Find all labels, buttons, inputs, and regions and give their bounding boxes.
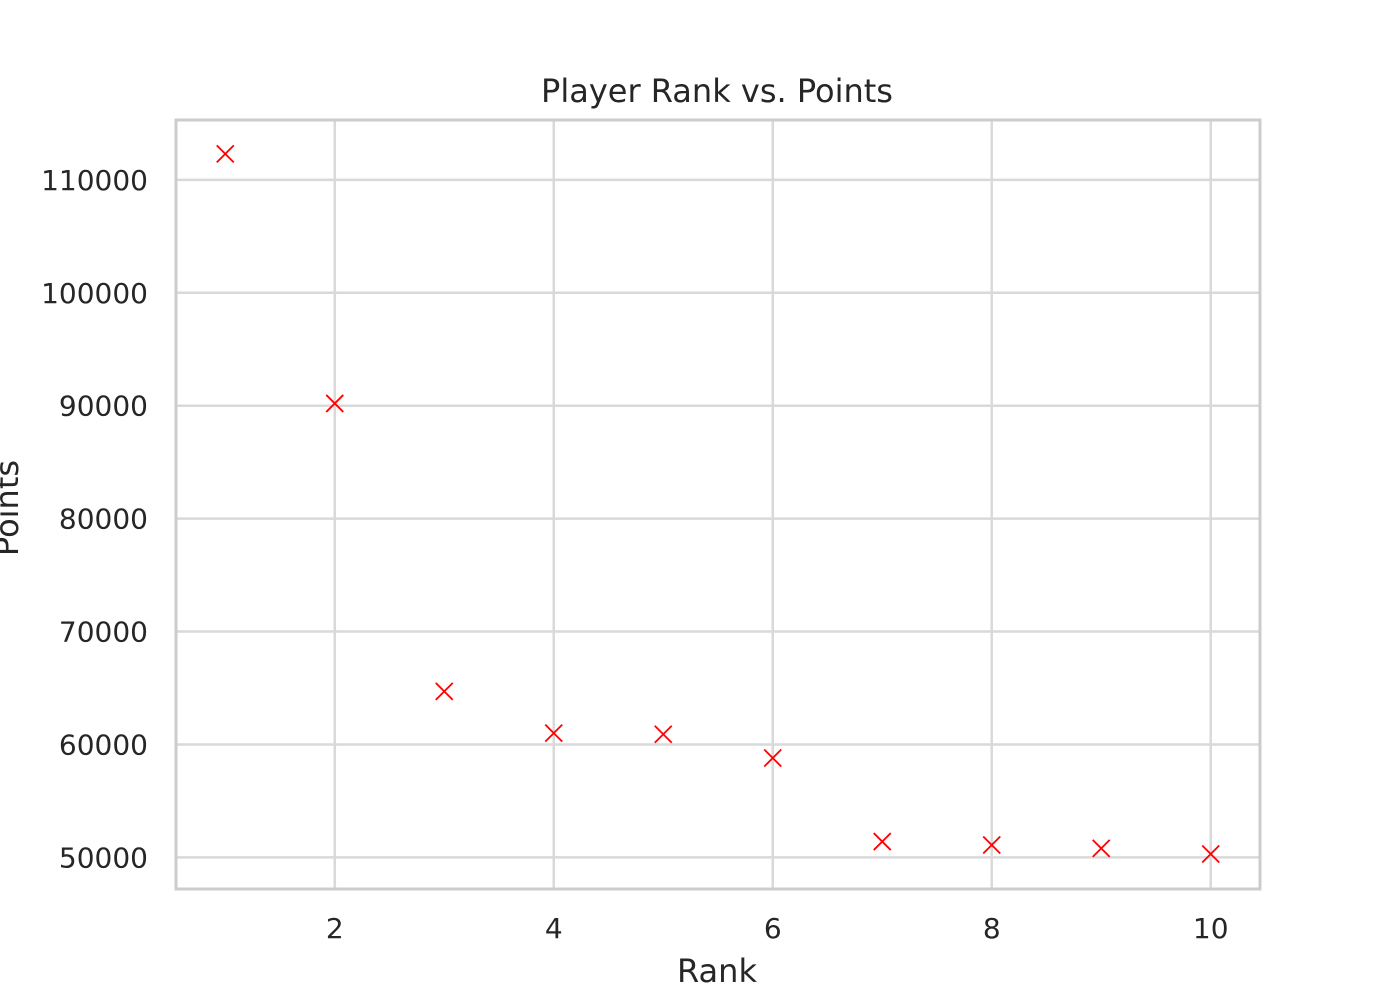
data-point — [325, 394, 344, 413]
plot-area-frame — [174, 118, 1262, 891]
data-points — [216, 144, 1220, 864]
x-tick-label: 6 — [764, 912, 782, 945]
data-point — [763, 748, 782, 768]
data-point — [873, 832, 892, 851]
y-tick-label: 80000 — [59, 503, 148, 536]
y-tick-label: 100000 — [41, 277, 148, 310]
x-tick-label: 4 — [545, 912, 563, 945]
data-point — [544, 724, 563, 743]
y-tick-label: 60000 — [59, 728, 148, 761]
data-point — [1092, 839, 1111, 858]
y-tick-label: 50000 — [59, 841, 148, 874]
y-tick-label: 90000 — [59, 390, 148, 423]
data-point — [435, 682, 454, 701]
x-axis-title: Rank — [677, 952, 757, 990]
data-point — [982, 835, 1001, 855]
x-tick-label: 8 — [983, 912, 1001, 945]
y-axis-title: Points — [0, 460, 26, 556]
y-tick-label: 70000 — [59, 616, 148, 649]
y-tick-labels: 50000 60000 70000 80000 90000 100000 110000 — [41, 164, 148, 875]
x-tick-label: 2 — [326, 912, 344, 945]
x-tick-label: 10 — [1193, 912, 1229, 945]
data-point — [1201, 844, 1220, 864]
data-point — [654, 725, 673, 744]
data-point — [216, 144, 235, 164]
x-tick-labels: 2 4 6 8 10 — [326, 912, 1229, 945]
y-tick-label: 110000 — [41, 164, 148, 197]
grid-lines — [176, 120, 1260, 889]
chart-title: Player Rank vs. Points — [541, 72, 893, 110]
